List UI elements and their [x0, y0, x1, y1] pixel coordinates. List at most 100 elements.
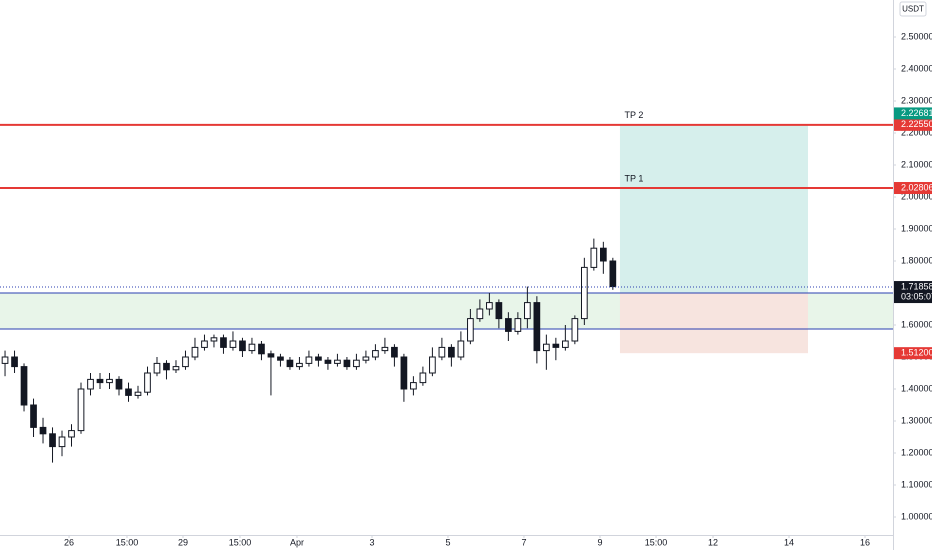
- y-tick-label: 1.20000: [901, 447, 932, 457]
- candle-body: [429, 356, 436, 374]
- candle-body: [524, 302, 531, 320]
- position-profit: [619, 124, 809, 293]
- candle-body: [552, 343, 560, 348]
- candle-body: [571, 318, 579, 342]
- plot: 1.000001.100001.200001.300001.400001.500…: [0, 31, 932, 547]
- candle-body: [68, 430, 75, 438]
- candle-body: [590, 247, 598, 268]
- candle-body: [438, 346, 446, 358]
- candle-body: [400, 356, 408, 390]
- stop-label: 1.51200: [901, 348, 932, 358]
- candle-body: [1, 356, 9, 364]
- candle-body: [372, 350, 379, 358]
- candle-body: [106, 378, 113, 384]
- y-tick-label: 2.40000: [901, 63, 932, 73]
- candle-body: [486, 302, 493, 310]
- candle-body: [163, 362, 170, 371]
- other-price-box: [894, 107, 932, 120]
- y-tick-label: 1.80000: [901, 255, 932, 265]
- currency: USDT: [902, 5, 924, 14]
- candle-body: [11, 356, 18, 368]
- candle-body: [599, 247, 607, 262]
- candle-body: [20, 366, 28, 406]
- candle-body: [381, 346, 389, 352]
- candle-body: [172, 366, 180, 371]
- candle-body: [115, 378, 123, 390]
- candle-body: [77, 388, 85, 432]
- x-tick-label: 26: [64, 537, 74, 547]
- last-price-label: 1.71858: [901, 281, 932, 291]
- candle-body: [49, 433, 56, 448]
- y-tick-label: 2.00000: [901, 191, 932, 201]
- candle-body: [505, 318, 512, 332]
- x-tick-label: 15:00: [229, 537, 252, 547]
- level-label: 2.02806: [901, 182, 932, 192]
- x-tick-label: 16: [860, 537, 870, 547]
- stop-label-box: [894, 347, 932, 360]
- level-label-box: [894, 118, 932, 131]
- candle-body: [353, 359, 360, 368]
- candle-body: [533, 302, 541, 352]
- candle-body: [580, 266, 588, 320]
- y-tick-label: 1.00000: [901, 511, 932, 521]
- candle-body: [457, 340, 465, 358]
- candle-body: [220, 337, 227, 348]
- x-tick-label: 15:00: [116, 537, 139, 547]
- x-tick-label: 5: [445, 537, 450, 547]
- countdown: 03:05:07: [901, 291, 932, 301]
- candle-body: [201, 340, 208, 348]
- candle-body: [267, 353, 275, 358]
- level-label: 2.22550: [901, 119, 932, 129]
- x-tick-label: 12: [708, 537, 718, 547]
- candle-body: [543, 343, 550, 352]
- x-tick-label: 3: [369, 537, 374, 547]
- x-tick-label: 7: [521, 537, 526, 547]
- last-price-box: [894, 281, 932, 304]
- candle-body: [191, 346, 199, 358]
- level-text: TP 1: [625, 173, 644, 183]
- candle-body: [495, 302, 503, 320]
- candle-body: [448, 346, 455, 358]
- y-tick-label: 1.10000: [901, 479, 932, 489]
- other-price-label: 2.22681: [901, 108, 932, 118]
- candle-body: [410, 382, 417, 390]
- currency-box[interactable]: [899, 1, 927, 17]
- y-tick-label: 1.30000: [901, 415, 932, 425]
- candle-body: [324, 359, 332, 364]
- position-loss: [619, 292, 809, 354]
- y-tick-label: 2.20000: [901, 127, 932, 137]
- candle-body: [296, 362, 303, 368]
- candle-body: [609, 260, 617, 288]
- candle-body: [391, 346, 398, 358]
- candle-body: [125, 388, 132, 396]
- candle-body: [153, 362, 161, 374]
- candle-body: [343, 359, 351, 368]
- candle-body: [334, 359, 341, 364]
- candle-body: [229, 340, 237, 348]
- x-tick-label: 9: [598, 537, 603, 547]
- candle-body: [315, 356, 322, 361]
- candle-body: [467, 318, 474, 342]
- candle-body: [419, 372, 427, 384]
- x-tick-label: 14: [784, 537, 794, 547]
- y-tick-label: 1.60000: [901, 319, 932, 329]
- level-text: TP 2: [625, 110, 644, 120]
- candle-body: [286, 359, 294, 368]
- candle-body: [362, 356, 370, 361]
- x-tick-label: 29: [178, 537, 188, 547]
- candle-body: [239, 340, 246, 352]
- candle-body: [258, 343, 265, 355]
- candle-body: [58, 436, 66, 448]
- candle-body: [96, 378, 104, 384]
- y-tick-label: 1.40000: [901, 383, 932, 393]
- candle-body: [87, 378, 94, 390]
- candle-body: [514, 318, 522, 332]
- candle-body: [476, 308, 484, 320]
- candle-body: [144, 372, 151, 393]
- candle-body: [30, 404, 37, 428]
- x-tick-label: 15:00: [645, 537, 668, 547]
- candle-body: [277, 356, 284, 361]
- y-tick-label: 2.30000: [901, 95, 932, 105]
- y-tick-label: 2.10000: [901, 159, 932, 169]
